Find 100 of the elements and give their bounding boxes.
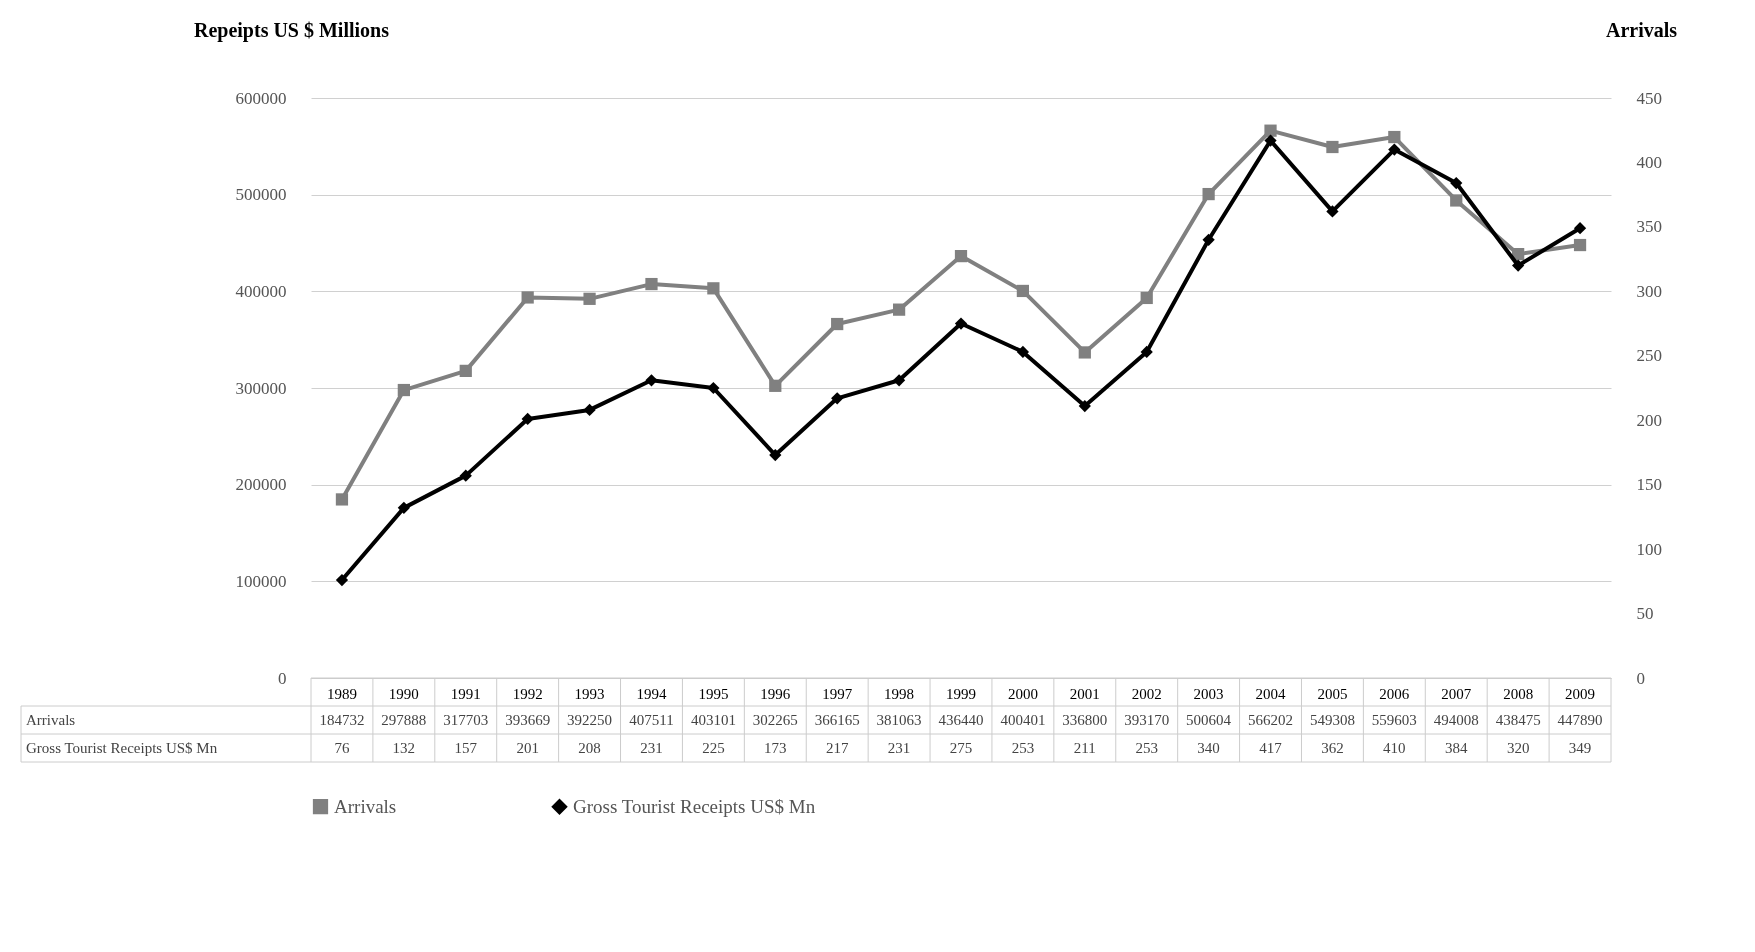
x-tick-label: 2002 bbox=[1131, 685, 1162, 702]
x-tick-label: 2003 bbox=[1193, 685, 1224, 702]
data-label: 336800 bbox=[1062, 712, 1108, 728]
point bbox=[645, 374, 658, 387]
x-tick-label: 1999 bbox=[946, 685, 976, 702]
x-tick-label: 1996 bbox=[760, 685, 791, 702]
data-label: 320 bbox=[1506, 740, 1530, 756]
data-label: 297888 bbox=[381, 712, 427, 728]
x-tick-label: 1993 bbox=[574, 685, 605, 702]
data-label: 393170 bbox=[1124, 712, 1170, 728]
y2-tick-label: 150 bbox=[1636, 475, 1662, 495]
data-label: 201 bbox=[516, 740, 539, 756]
legend-label: Gross Tourist Receipts US$ Mn bbox=[573, 795, 816, 817]
x-tick-label: 1994 bbox=[636, 685, 667, 702]
point bbox=[892, 303, 906, 316]
data-label: 436440 bbox=[938, 712, 984, 728]
x-tick-label: 1989 bbox=[326, 685, 357, 702]
x-tick-label: 1992 bbox=[512, 685, 543, 702]
data-label: 407511 bbox=[629, 712, 674, 728]
x-tick-label: 1998 bbox=[884, 685, 915, 702]
data-label: 549308 bbox=[1309, 712, 1355, 728]
point bbox=[1512, 248, 1525, 261]
data-label: 417 bbox=[1259, 740, 1283, 756]
data-label: 253 bbox=[1011, 740, 1035, 756]
y2-tick-label: 300 bbox=[1636, 281, 1662, 301]
data-label: 566202 bbox=[1248, 712, 1294, 728]
x-tick-label: 2001 bbox=[1069, 685, 1100, 702]
data-label: 384 bbox=[1444, 740, 1468, 756]
data-label: 362 bbox=[1321, 740, 1344, 756]
data-label: 392250 bbox=[567, 712, 613, 728]
data-label: 494008 bbox=[1433, 712, 1479, 728]
point bbox=[1326, 140, 1339, 154]
data-label: 500604 bbox=[1186, 712, 1232, 728]
data-label: 403101 bbox=[690, 712, 736, 728]
point bbox=[1078, 399, 1091, 413]
point bbox=[831, 317, 844, 331]
point bbox=[335, 493, 349, 506]
y2-tick-label: 450 bbox=[1636, 88, 1662, 108]
point bbox=[645, 277, 658, 291]
data-label: 340 bbox=[1197, 740, 1220, 756]
y2-tick-label: 200 bbox=[1636, 410, 1662, 430]
y-tick-label: 600000 bbox=[235, 88, 287, 108]
y2-tick-label: 0 bbox=[1636, 668, 1645, 688]
point bbox=[1202, 233, 1215, 246]
point bbox=[1573, 222, 1587, 235]
data-label: 208 bbox=[578, 740, 601, 756]
point bbox=[954, 249, 968, 263]
point bbox=[459, 469, 472, 482]
point bbox=[1388, 130, 1401, 144]
y-tick-label: 500000 bbox=[235, 185, 287, 205]
text: Gross Tourist Receipts US$ Mn bbox=[26, 740, 218, 756]
data-label: 132 bbox=[392, 740, 416, 756]
point bbox=[1450, 194, 1463, 207]
data-label: 253 bbox=[1135, 740, 1158, 756]
x-tick-label: 1997 bbox=[822, 685, 853, 702]
data-label: 231 bbox=[640, 740, 663, 756]
point bbox=[1078, 346, 1091, 359]
data-label: 157 bbox=[454, 740, 478, 756]
x-tick-label: 1990 bbox=[388, 685, 419, 702]
point bbox=[1450, 176, 1463, 190]
x-tick-label: 2000 bbox=[1007, 685, 1038, 702]
point bbox=[521, 412, 534, 426]
point bbox=[397, 501, 410, 514]
y2-tick-label: 350 bbox=[1636, 217, 1662, 237]
point bbox=[831, 392, 844, 405]
text: Arrivals bbox=[26, 712, 76, 728]
y2-tick-label: 100 bbox=[1636, 539, 1662, 559]
y2-tick-label: 250 bbox=[1636, 346, 1662, 366]
data-label: 317703 bbox=[443, 712, 489, 728]
point bbox=[1512, 259, 1525, 272]
data-label: 559603 bbox=[1371, 712, 1417, 728]
point bbox=[583, 403, 596, 417]
data-label: 211 bbox=[1073, 740, 1096, 756]
data-label: 275 bbox=[949, 740, 973, 756]
y-tick-label: 100000 bbox=[235, 571, 287, 591]
x-tick-label: 2009 bbox=[1565, 685, 1596, 702]
y2-tick-label: 50 bbox=[1636, 604, 1654, 624]
point bbox=[1202, 187, 1215, 201]
x-tick-label: 2006 bbox=[1379, 685, 1410, 702]
x-tick-label: 2005 bbox=[1317, 685, 1348, 702]
data-label: 393669 bbox=[505, 712, 551, 728]
y-axis-title: Repeipts US $ Millions bbox=[193, 18, 390, 42]
point bbox=[459, 364, 472, 378]
point bbox=[769, 379, 782, 392]
point bbox=[1140, 291, 1153, 305]
data-label: 184732 bbox=[319, 712, 365, 728]
data-label: 381063 bbox=[876, 712, 922, 728]
point bbox=[583, 292, 596, 305]
point bbox=[1573, 238, 1587, 252]
x-tick-label: 1991 bbox=[450, 685, 481, 702]
x-tick-label: 2004 bbox=[1255, 685, 1287, 702]
point bbox=[769, 448, 782, 462]
data-label: 349 bbox=[1568, 740, 1592, 756]
y2-tick-label: 400 bbox=[1636, 152, 1662, 172]
data-label: 217 bbox=[825, 740, 849, 756]
data-label: 410 bbox=[1383, 740, 1406, 756]
point bbox=[707, 381, 720, 395]
data-label: 231 bbox=[887, 740, 911, 756]
legend-label: Arrivals bbox=[334, 795, 397, 817]
y-tick-label: 0 bbox=[278, 668, 287, 688]
